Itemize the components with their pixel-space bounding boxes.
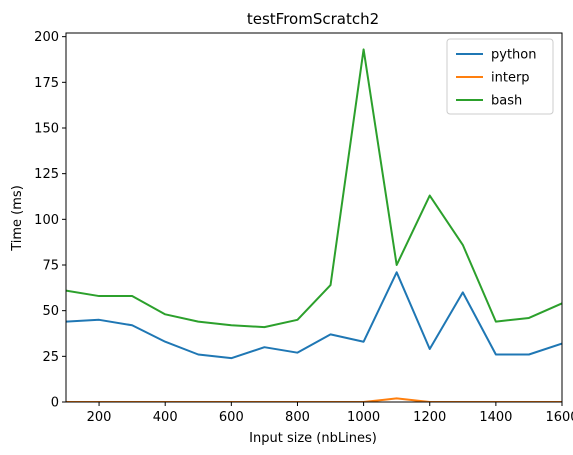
y-tick-label: 25	[42, 350, 59, 365]
x-axis-title: Input size (nbLines)	[249, 431, 377, 446]
y-tick-label: 150	[34, 121, 59, 136]
legend-box	[446, 38, 554, 115]
x-tick-label: 1400	[479, 410, 512, 425]
legend-label-python: python	[491, 48, 536, 63]
y-tick-label: 175	[34, 76, 59, 91]
x-tick-label: 800	[285, 410, 310, 425]
y-tick-label: 200	[34, 30, 59, 45]
y-tick-label: 0	[51, 396, 59, 411]
legend-label-interp: interp	[491, 71, 530, 86]
x-tick-label: 1200	[413, 410, 446, 425]
y-axis-title: Time (ms)	[10, 185, 25, 252]
y-tick-label: 125	[34, 167, 59, 182]
series-line-python	[66, 271, 562, 360]
series-layer	[66, 48, 562, 402]
series-line-bash	[66, 48, 562, 329]
y-tick-label: 50	[42, 304, 59, 319]
x-tick-label: 1000	[347, 410, 380, 425]
legend-label-bash: bash	[491, 94, 522, 109]
y-tick-label: 100	[34, 213, 59, 228]
x-tick-label: 600	[219, 410, 244, 425]
x-tick-label: 200	[87, 410, 112, 425]
x-tick-label: 400	[153, 410, 178, 425]
axes-frame	[65, 32, 563, 403]
chart-title: testFromScratch2	[247, 10, 379, 28]
legend: python interp bash	[446, 38, 554, 115]
y-tick-label: 75	[42, 258, 59, 273]
